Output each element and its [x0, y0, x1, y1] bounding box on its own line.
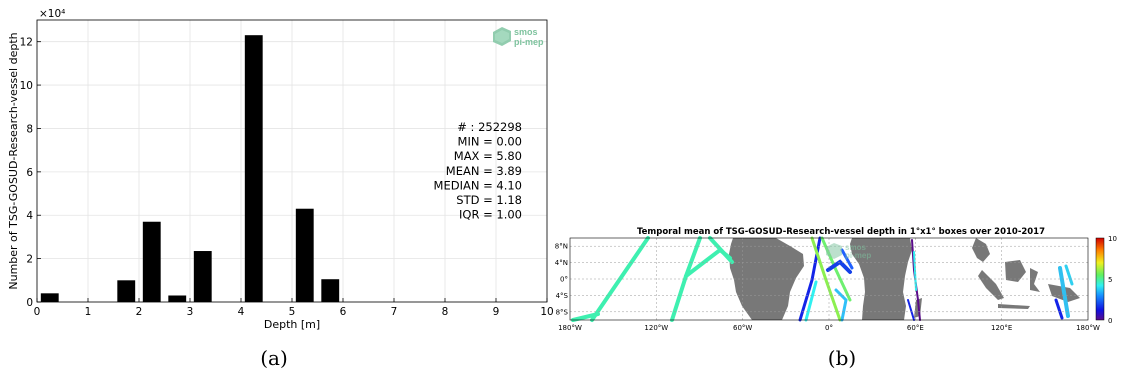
- histogram-x-axis-label: Depth [m]: [264, 318, 320, 331]
- y-tick-label: 2: [26, 254, 33, 266]
- histogram-bar: [321, 279, 340, 302]
- caption-b: (b): [828, 346, 856, 370]
- logo-text-smos: smos: [514, 27, 538, 37]
- stat-line: MEDIAN = 4.10: [434, 178, 522, 192]
- smos-pimep-logo: smos pi-mep: [493, 27, 544, 47]
- x-tick-label: 5: [289, 306, 296, 318]
- latitude-tick-label: 4°N: [555, 259, 568, 267]
- map-frame: [569, 237, 1089, 321]
- coverage-boxes: [571, 236, 1074, 322]
- longitude-tick-label: 180°W: [1076, 324, 1100, 332]
- latitude-tick-label: 4°S: [556, 292, 569, 300]
- colorbar-tick-label: 5: [1108, 276, 1112, 284]
- y-tick-label: 12: [20, 37, 33, 49]
- temporal-mean-map: Temporal mean of TSG-GOSUD-Research-vess…: [555, 227, 1117, 332]
- histogram-y-axis-label: Number of TSG-GOSUD-Research-vessel dept…: [7, 32, 20, 289]
- stat-line: # : 252298: [457, 120, 522, 134]
- histogram-bar: [117, 280, 136, 302]
- colorbar-ticks: 10 5 0: [1108, 235, 1117, 325]
- histogram-bar: [40, 293, 59, 302]
- colorbar-tick-label: 0: [1108, 317, 1112, 325]
- logo-text-pimep: pi-mep: [514, 37, 544, 47]
- land-africa: [850, 238, 912, 320]
- stat-line: MIN = 0.00: [458, 135, 522, 149]
- x-tick-label: 8: [442, 306, 449, 318]
- x-tick-label: 9: [493, 306, 500, 318]
- histogram-y-ticks: 0 2 4 6 8 10 12: [20, 37, 41, 309]
- stat-line: MAX = 5.80: [454, 149, 522, 163]
- x-tick-label: 4: [238, 306, 245, 318]
- map-latitude-ticks: 8°N 4°N 0° 4°S 8°S: [555, 243, 569, 317]
- x-tick-label: 6: [340, 306, 347, 318]
- x-tick-label: 7: [391, 306, 398, 318]
- land-sumatra: [978, 270, 1004, 300]
- land-southeast-asia: [972, 238, 990, 262]
- longitude-tick-label: 60°W: [733, 324, 752, 332]
- y-tick-label: 6: [26, 167, 33, 179]
- longitude-tick-label: 0°: [825, 324, 833, 332]
- y-exponent-label: ×10⁴: [39, 8, 65, 20]
- longitude-tick-label: 60°E: [907, 324, 924, 332]
- histogram-bar: [142, 221, 161, 302]
- colorbar-tick-label: 10: [1108, 235, 1117, 243]
- caption-a: (a): [260, 346, 288, 370]
- histogram-bar: [244, 35, 263, 302]
- histogram-bar: [168, 295, 187, 302]
- stat-line: IQR = 1.00: [459, 208, 522, 222]
- histogram-bar: [193, 251, 212, 302]
- latitude-tick-label: 8°S: [556, 308, 569, 316]
- x-tick-label: 2: [136, 306, 143, 318]
- histogram-bars: [40, 35, 340, 302]
- latitude-tick-label: 0°: [560, 276, 568, 284]
- longitude-tick-label: 180°W: [558, 324, 582, 332]
- histogram-x-ticks: 0 1 2 3 4 5 6 7 8 9 10: [34, 298, 554, 318]
- map-title: Temporal mean of TSG-GOSUD-Research-vess…: [637, 227, 1045, 237]
- latitude-tick-label: 8°N: [555, 243, 568, 251]
- land-sulawesi: [1030, 268, 1040, 292]
- longitude-tick-label: 120°E: [991, 324, 1012, 332]
- y-tick-label: 8: [26, 123, 33, 135]
- colorbar: [1095, 237, 1105, 321]
- x-tick-label: 0: [34, 306, 41, 318]
- y-tick-label: 0: [26, 297, 33, 309]
- map-watermark-logo: smos pi-mep: [826, 243, 871, 260]
- y-tick-label: 4: [26, 210, 33, 222]
- histogram-bar: [295, 208, 314, 302]
- svg-text:pi-mep: pi-mep: [845, 251, 871, 260]
- x-tick-label: 1: [85, 306, 92, 318]
- x-tick-label: 3: [187, 306, 194, 318]
- x-tick-label: 10: [540, 306, 553, 318]
- svg-text:smos: smos: [845, 243, 866, 252]
- longitude-tick-label: 120°W: [644, 324, 668, 332]
- land-borneo: [1005, 260, 1026, 282]
- stat-line: STD = 1.18: [456, 193, 522, 207]
- stat-line: MEAN = 3.89: [446, 164, 522, 178]
- y-tick-label: 10: [20, 80, 33, 92]
- land-java: [998, 304, 1030, 309]
- map-longitude-ticks: 180°W 120°W 60°W 0° 60°E 120°E 180°W: [558, 324, 1100, 332]
